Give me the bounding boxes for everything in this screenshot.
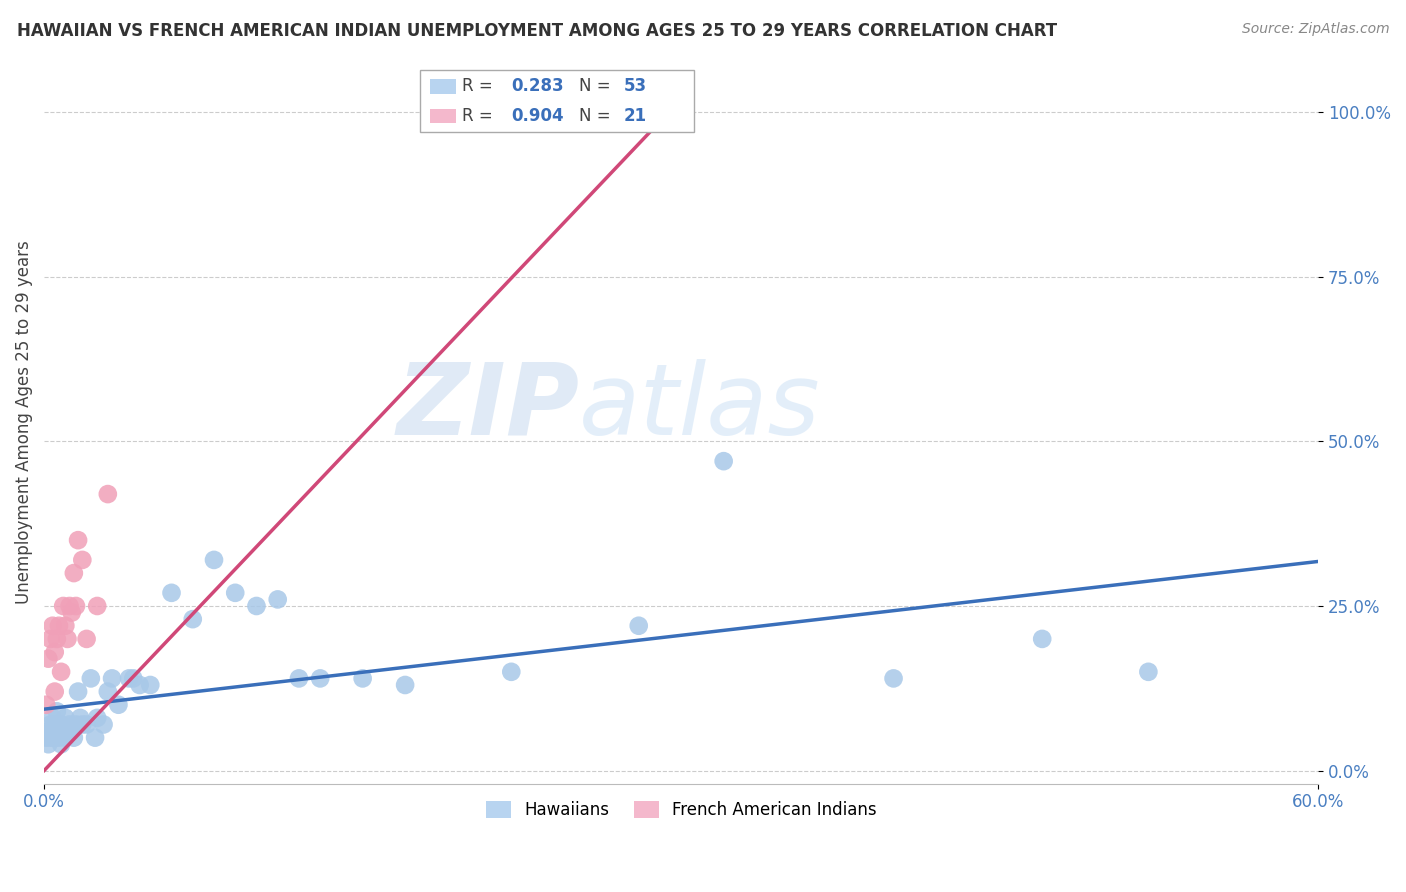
- Text: N =: N =: [579, 78, 616, 95]
- Point: [37, 651, 59, 665]
- Point: [56, 724, 79, 739]
- Legend: Hawaiians, French American Indians: Hawaiians, French American Indians: [479, 795, 883, 826]
- Point: [44, 717, 66, 731]
- Point: [288, 672, 311, 686]
- Text: N =: N =: [579, 107, 616, 125]
- Point: [52, 724, 75, 739]
- Point: [394, 678, 416, 692]
- Point: [56, 632, 79, 646]
- Point: [80, 672, 103, 686]
- Point: [245, 599, 267, 613]
- Point: [181, 612, 204, 626]
- Point: [1031, 632, 1053, 646]
- Point: [63, 731, 86, 745]
- Point: [49, 665, 72, 679]
- Point: [53, 619, 76, 633]
- Point: [67, 684, 90, 698]
- Point: [97, 684, 120, 698]
- Point: [713, 454, 735, 468]
- Text: 53: 53: [624, 78, 647, 95]
- Text: 0.904: 0.904: [512, 107, 564, 125]
- Point: [45, 632, 67, 646]
- Point: [72, 553, 94, 567]
- Point: [44, 684, 66, 698]
- Point: [107, 698, 129, 712]
- Point: [53, 711, 76, 725]
- Point: [39, 717, 62, 731]
- Point: [76, 717, 98, 731]
- Point: [39, 731, 62, 745]
- Point: [267, 592, 290, 607]
- Point: [37, 724, 59, 739]
- Point: [69, 711, 91, 725]
- FancyBboxPatch shape: [420, 70, 695, 132]
- Point: [86, 711, 108, 725]
- Point: [86, 599, 108, 613]
- Point: [501, 665, 523, 679]
- Point: [37, 737, 59, 751]
- Y-axis label: Unemployment Among Ages 25 to 29 years: Unemployment Among Ages 25 to 29 years: [15, 240, 32, 604]
- Point: [58, 599, 80, 613]
- Text: 21: 21: [624, 107, 647, 125]
- Point: [67, 533, 90, 548]
- Point: [97, 487, 120, 501]
- Point: [45, 704, 67, 718]
- Text: ZIP: ZIP: [396, 359, 579, 456]
- Text: 0.283: 0.283: [512, 78, 564, 95]
- Text: HAWAIIAN VS FRENCH AMERICAN INDIAN UNEMPLOYMENT AMONG AGES 25 TO 29 YEARS CORREL: HAWAIIAN VS FRENCH AMERICAN INDIAN UNEMP…: [17, 22, 1057, 40]
- Point: [53, 731, 76, 745]
- Point: [883, 672, 905, 686]
- Text: Source: ZipAtlas.com: Source: ZipAtlas.com: [1241, 22, 1389, 37]
- Point: [45, 724, 67, 739]
- Point: [627, 619, 650, 633]
- Point: [49, 717, 72, 731]
- Point: [101, 672, 124, 686]
- Point: [41, 724, 63, 739]
- Point: [72, 717, 94, 731]
- Point: [35, 731, 58, 745]
- Point: [128, 678, 150, 692]
- Text: R =: R =: [463, 78, 498, 95]
- Point: [44, 731, 66, 745]
- Text: R =: R =: [463, 107, 498, 125]
- Point: [160, 586, 183, 600]
- Point: [352, 672, 374, 686]
- Point: [309, 672, 332, 686]
- Point: [39, 632, 62, 646]
- Point: [224, 586, 246, 600]
- Point: [44, 645, 66, 659]
- Point: [118, 672, 141, 686]
- Point: [84, 731, 107, 745]
- Point: [41, 711, 63, 725]
- Point: [202, 553, 225, 567]
- Point: [52, 599, 75, 613]
- Point: [48, 731, 70, 745]
- Point: [93, 717, 115, 731]
- Point: [60, 606, 83, 620]
- Point: [65, 599, 87, 613]
- Point: [35, 698, 58, 712]
- Point: [60, 724, 83, 739]
- Text: atlas: atlas: [579, 359, 821, 456]
- Point: [1137, 665, 1160, 679]
- Point: [122, 672, 145, 686]
- Point: [63, 566, 86, 580]
- Point: [58, 717, 80, 731]
- Point: [65, 717, 87, 731]
- Point: [48, 619, 70, 633]
- FancyBboxPatch shape: [430, 109, 456, 123]
- Point: [76, 632, 98, 646]
- FancyBboxPatch shape: [430, 79, 456, 94]
- Point: [49, 737, 72, 751]
- Point: [139, 678, 162, 692]
- Point: [41, 619, 63, 633]
